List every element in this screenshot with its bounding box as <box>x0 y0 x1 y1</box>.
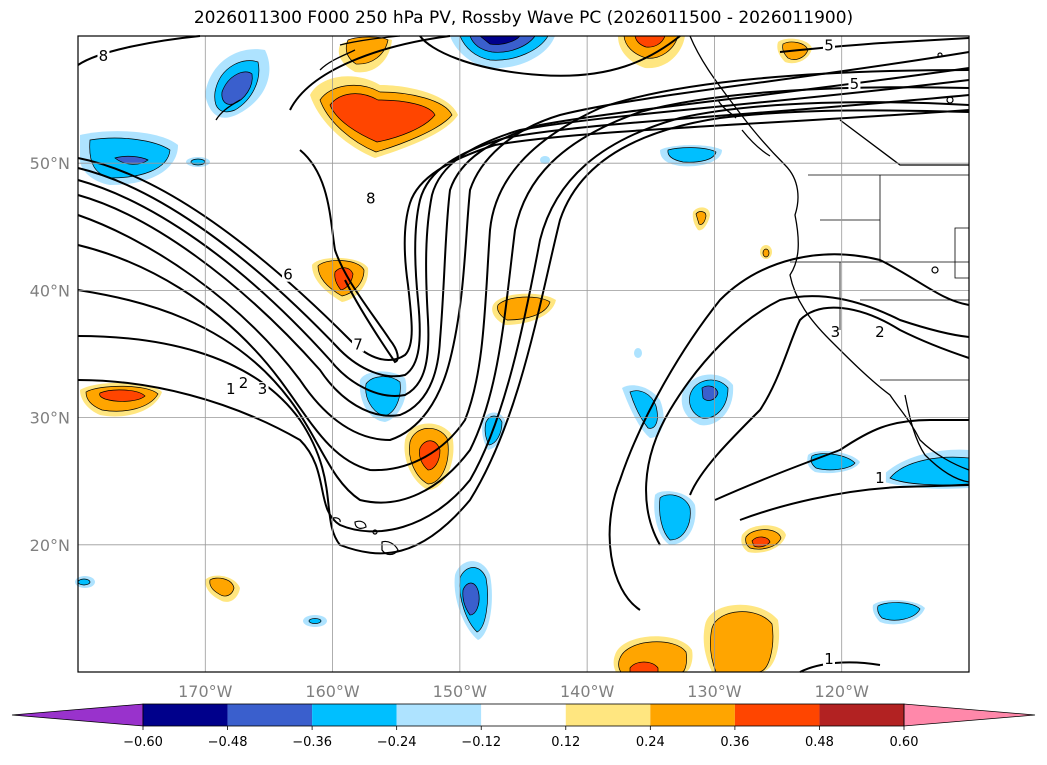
colorbar-segment <box>650 704 735 726</box>
colorbar-segment <box>734 704 820 726</box>
colorbar-tick-label: 0.24 <box>636 735 665 750</box>
negative-anomaly-blob <box>359 371 407 422</box>
lon-tick-label: 120°W <box>815 682 870 701</box>
political-boundaries <box>790 174 970 381</box>
contour-label: 2 <box>875 323 885 341</box>
colorbar-segment <box>143 704 228 726</box>
coastlines <box>215 35 970 483</box>
positive-anomaly-blob <box>703 604 780 673</box>
contour-label: 3 <box>831 323 841 341</box>
negative-anomaly-blob <box>75 156 642 627</box>
colorbar-tick-label: 0.36 <box>720 735 749 750</box>
colorbar-tick-label: −0.24 <box>377 735 417 750</box>
contour-label-bg <box>873 324 886 339</box>
contour-label: 5 <box>850 75 860 93</box>
positive-anomaly-blob <box>404 423 454 490</box>
contour-label-bg <box>873 471 886 486</box>
colorbar-frame <box>142 703 905 727</box>
negative-anomaly-blob <box>454 561 492 640</box>
lon-tick-label: 150°W <box>433 682 488 701</box>
positive-anomaly-blob <box>310 76 458 158</box>
negative-anomaly-blob <box>450 35 555 69</box>
colorbar-tick-label: −0.60 <box>123 735 163 750</box>
contour-label-bg <box>237 375 250 390</box>
lat-tick-label: 20°N <box>30 536 70 555</box>
islands <box>332 52 954 556</box>
figure-title: 2026011300 F000 250 hPa PV, Rossby Wave … <box>193 8 854 28</box>
positive-anomaly-blob <box>692 207 772 259</box>
negative-anomaly-blob <box>622 385 664 438</box>
contour-label: 8 <box>366 189 376 207</box>
negative-anomaly-blob <box>80 131 178 185</box>
positive-anomaly-blob <box>613 636 693 673</box>
lat-tick-label: 40°N <box>30 281 70 300</box>
positive-anomaly-blob <box>205 575 240 602</box>
negative-anomaly-blob <box>205 49 270 118</box>
colorbar-segment <box>312 704 397 726</box>
lat-tick-label: 30°N <box>30 409 70 428</box>
contour-label: 8 <box>99 47 109 65</box>
pv-anomaly-shading <box>75 35 970 673</box>
contour-label: 7 <box>353 336 363 354</box>
positive-anomaly-blob <box>741 525 786 553</box>
contour-label-bg <box>364 191 377 206</box>
colorbar-segment <box>227 704 313 726</box>
contour-label: 2 <box>239 374 249 392</box>
lat-tick-label: 50°N <box>30 154 70 173</box>
lon-tick-label: 140°W <box>560 682 615 701</box>
colorbar: −0.60 −0.48 −0.36 −0.24 −0.12 0.12 0.24 0.36 0.4… <box>11 703 1036 750</box>
contour-label-bg <box>97 48 110 63</box>
colorbar-tick-label: 0.60 <box>890 735 919 750</box>
contour-label-bg <box>256 382 269 397</box>
contour-label-bg <box>224 382 237 397</box>
contour-label-bg <box>848 76 861 91</box>
contour-label: 3 <box>258 380 268 398</box>
contour-label: 1 <box>226 380 236 398</box>
negative-anomaly-blob <box>681 374 734 426</box>
map-background <box>78 36 969 672</box>
lon-tick-label: 160°W <box>305 682 360 701</box>
colorbar-tick-label: 0.12 <box>551 735 580 750</box>
colorbar-segment <box>396 704 482 726</box>
colorbar-segment <box>819 704 904 726</box>
contour-label: 1 <box>875 469 885 487</box>
colorbar-extend-low <box>11 703 144 727</box>
negative-anomaly-blob <box>660 145 722 167</box>
negative-anomaly-blob <box>654 491 696 545</box>
negative-anomaly-blob <box>872 600 925 625</box>
colorbar-tick-label: −0.12 <box>461 735 501 750</box>
contour-label-bg <box>282 267 295 282</box>
latitude-labels: 20°N 30°N 40°N 50°N <box>30 154 70 555</box>
contour-label-bg <box>352 337 365 352</box>
positive-anomaly-blob <box>80 382 162 417</box>
contour-label-bg <box>822 651 835 666</box>
contour-label: 6 <box>283 266 293 284</box>
colorbar-segment <box>481 704 566 726</box>
colorbar-extend-high <box>903 703 1036 727</box>
colorbar-segment <box>565 704 651 726</box>
colorbar-tick-label: −0.36 <box>292 735 332 750</box>
colorbar-tick-label: −0.48 <box>208 735 248 750</box>
contour-label-bg <box>822 38 835 53</box>
gridlines <box>78 36 969 672</box>
longitude-labels: 170°W 160°W 150°W 140°W 130°W 120°W <box>178 682 869 701</box>
contour-label: 1 <box>824 650 834 668</box>
map-frame <box>77 35 970 673</box>
lon-tick-label: 170°W <box>178 682 233 701</box>
colorbar-tick-label: 0.48 <box>805 735 834 750</box>
contour-label: 5 <box>824 37 834 55</box>
lon-tick-label: 130°W <box>687 682 742 701</box>
contour-label-bg <box>829 324 842 339</box>
